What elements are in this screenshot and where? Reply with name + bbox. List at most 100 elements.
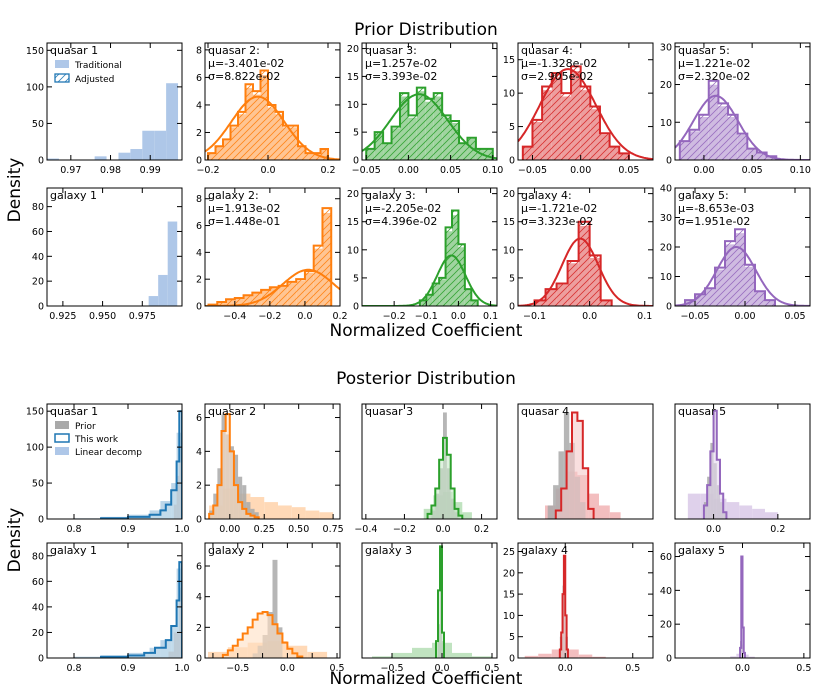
panel-posterior-galaxy-2: −0.5 0.0 0.5 0 2 4 6 galaxy 2	[196, 542, 345, 674]
y-tick-label: 6	[196, 221, 202, 232]
y-tick-label: 0	[353, 156, 359, 167]
hist-bar	[142, 130, 155, 160]
panel-prior-galaxy-1: 0.925 0.950 0.975 0 20 40 60 80 galaxy 1	[32, 187, 183, 322]
panel-label: galaxy 1	[50, 189, 97, 202]
hist-bar	[148, 296, 159, 306]
adjusted-step	[684, 228, 776, 306]
y-tick-label: 0	[38, 156, 44, 167]
lin-decomp-bar	[278, 505, 292, 519]
gaussian-fit	[518, 68, 653, 160]
x-tick-label: 0.75	[323, 524, 344, 535]
axes-frame	[517, 42, 654, 161]
x-tick-label: 0.10	[790, 165, 811, 176]
x-tick-label: −0.1	[415, 311, 438, 322]
y-tick-label: 30	[660, 42, 672, 53]
x-tick-label: 0.25	[254, 524, 275, 535]
y-tick-label: 2	[196, 275, 202, 286]
legend-label: This work	[74, 435, 119, 445]
y-tick-label: 20	[660, 243, 672, 254]
prior-bar	[558, 451, 564, 519]
posterior-ylabel: Density	[5, 508, 25, 573]
y-tick-label: 50	[32, 119, 44, 130]
y-tick-label: 10	[503, 611, 515, 622]
x-tick-label: −0.1	[523, 311, 546, 322]
stats-text: galaxy 4:	[521, 189, 572, 202]
x-tick-label: 0.50	[288, 524, 309, 535]
plot-area	[74, 561, 182, 658]
x-tick-label: 0.0	[434, 663, 449, 674]
x-tick-label: 0.0	[260, 165, 275, 176]
panel-prior-quasar-5: 0.00 0.05 0.10 0 10 20 30 quasar 5:μ=1.221e-02σ…	[660, 42, 811, 176]
y-tick-label: 20	[347, 189, 359, 200]
panel-posterior-galaxy-3: −0.5 0.0 0.5 galaxy 3	[361, 542, 500, 674]
legend-swatch-traditional	[55, 60, 69, 68]
lin-decomp-bar	[264, 502, 279, 519]
y-tick-label: 10	[503, 89, 515, 100]
lin-decomp-bar	[207, 651, 228, 658]
axes-frame	[517, 542, 654, 659]
panel-label: quasar 1	[50, 405, 98, 418]
y-tick-label: 20	[32, 277, 44, 288]
prior-bar	[272, 559, 278, 658]
lin-decomp-bar	[452, 652, 472, 658]
y-tick-label: 5	[509, 273, 515, 284]
plot-area	[207, 559, 328, 658]
x-tick-label: −0.05	[352, 165, 381, 176]
y-tick-label: 8	[196, 194, 202, 205]
lin-decomp-bar	[319, 512, 334, 519]
panel-posterior-quasar-4: quasar 4	[517, 403, 654, 520]
panel-prior-galaxy-4: −0.1 0.0 0.1 0 5 10 15 20 galaxy 4:μ=-1.721e-02σ…	[503, 187, 654, 322]
panel-label: quasar 1	[50, 44, 98, 57]
stats-text: σ=8.822e-02	[208, 70, 280, 83]
x-tick-label: 0.0	[706, 524, 721, 535]
panel-label: galaxy 4	[521, 544, 568, 557]
plot-area	[518, 65, 653, 160]
gaussian-fit	[675, 246, 810, 306]
plot-area	[423, 412, 472, 519]
panel-label: quasar 5	[678, 405, 726, 418]
x-tick-label: −0.2	[196, 165, 219, 176]
y-tick-label: 10	[347, 100, 359, 111]
plot-area	[675, 228, 810, 306]
y-tick-label: 150	[26, 407, 44, 418]
prior-xlabel: Normalized Coefficient	[330, 321, 523, 341]
x-tick-label: 0.99	[140, 165, 161, 176]
x-tick-label: 0.10	[482, 165, 503, 176]
y-tick-label: 100	[26, 443, 44, 454]
adjusted-step	[521, 65, 630, 160]
y-tick-label: 6	[196, 413, 202, 424]
x-tick-label: 0.0	[297, 311, 312, 322]
stats-text: σ=2.905e-02	[521, 70, 593, 83]
stats-text: galaxy 3:	[365, 189, 416, 202]
panel-prior-galaxy-2: −0.4 −0.2 0.0 0.2 0 2 4 6 8 galaxy 2:μ=1.913e-02σ…	[196, 187, 348, 322]
x-tick-label: −0.2	[258, 311, 281, 322]
y-tick-label: 15	[503, 590, 515, 601]
panel-label: quasar 4	[521, 405, 569, 418]
x-tick-label: −0.05	[518, 165, 547, 176]
lin-decomp-bar	[578, 654, 593, 658]
plot-area	[524, 554, 606, 658]
stats-text: μ=-8.653e-03	[678, 202, 754, 215]
axes-frame	[361, 542, 498, 659]
plot-area	[518, 220, 653, 306]
y-tick-label: 0	[196, 515, 202, 526]
y-tick-label: 2	[196, 623, 202, 634]
x-tick-label: 0.05	[440, 165, 461, 176]
x-tick-label: 0.0	[435, 524, 450, 535]
panel-posterior-galaxy-4: 0.0 0.5 0 5 10 15 20 25 galaxy 4	[503, 542, 654, 674]
y-tick-label: 6	[196, 562, 202, 573]
y-tick-label: 20	[503, 189, 515, 200]
adjusted-step	[207, 69, 329, 160]
legend-swatch-adjusted	[54, 73, 70, 83]
x-tick-label: 0.2	[770, 524, 785, 535]
stats-text: μ=-3.401e-02	[208, 57, 284, 70]
stats-text: quasar 4:	[521, 44, 573, 57]
this-work-step	[702, 409, 728, 519]
this-work-step	[739, 555, 746, 658]
x-tick-label: 0.5	[484, 663, 499, 674]
x-tick-label: 0.97	[60, 165, 81, 176]
panel-prior-galaxy-3: −0.2 −0.1 0.0 0.1 0 5 10 15 20 galaxy 3:μ=-2.205e…	[347, 187, 498, 322]
lin-decomp-bar	[609, 512, 621, 519]
stats-text: σ=4.396e-02	[365, 215, 437, 228]
y-tick-label: 15	[503, 55, 515, 66]
